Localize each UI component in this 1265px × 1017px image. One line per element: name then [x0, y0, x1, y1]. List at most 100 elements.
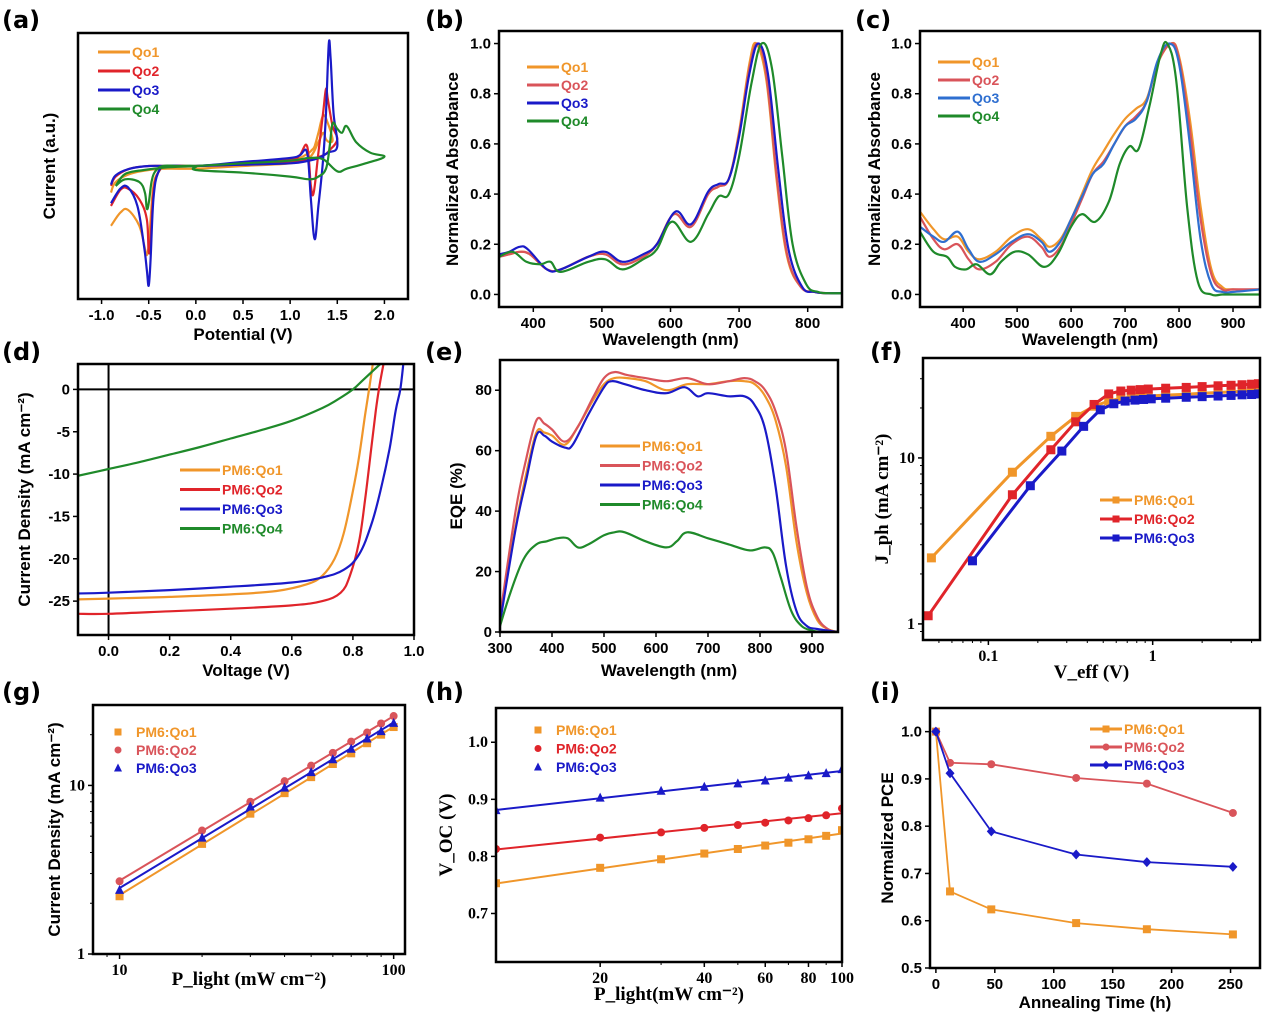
legend-label: PM6:Qo3	[1134, 530, 1195, 546]
data-point	[822, 811, 831, 820]
plot-frame	[76, 362, 416, 637]
y-tick-label: 0.0	[470, 286, 491, 303]
data-point	[1007, 467, 1017, 477]
data-point	[245, 801, 255, 811]
y-tick-label: 60	[475, 443, 492, 460]
data-point	[923, 611, 933, 621]
y-tick-label: 0.0	[891, 286, 912, 303]
panel-g: 10 100 1 10 P_light (mW cm⁻²) Current Density…	[45, 703, 407, 990]
panel-d: 0.0 0.2 0.4 0.6 0.8 1.0 0 -5 -10 -15 -20 -25 Voltage…	[15, 362, 424, 680]
data-point	[1130, 395, 1140, 405]
series-qo4	[114, 121, 386, 211]
data-point	[945, 768, 955, 779]
panel-a: -1.0 -0.5 0.0 0.5 1.0 1.5 2.0 Potential (V) Curr…	[40, 31, 410, 344]
data-point	[347, 737, 356, 746]
data-point	[1247, 379, 1257, 389]
data-point	[1135, 385, 1145, 395]
x-tick-label: 200	[1159, 976, 1184, 993]
legend-swatch-marker	[114, 728, 122, 736]
fit-line	[119, 721, 395, 889]
series-line	[500, 379, 838, 632]
data-point	[1181, 392, 1191, 402]
legend-swatch-marker	[1112, 515, 1120, 523]
x-tick-label: 1.0	[280, 307, 301, 324]
data-point	[246, 809, 255, 818]
series-line	[920, 42, 1260, 294]
legend-label: PM6:Qo2	[556, 741, 617, 757]
x-axis-title: Wavelength (nm)	[601, 661, 737, 680]
legend-item: PM6:Qo4	[600, 497, 703, 513]
legend: PM6:Qo1 PM6:Qo2 PM6:Qo3	[534, 722, 617, 775]
x-tick-label: -0.5	[136, 307, 162, 324]
legend-label: PM6:Qo2	[222, 482, 283, 498]
series-pm6-qo3	[500, 379, 838, 632]
data-point	[1197, 392, 1207, 402]
y-tick-label: 0.6	[901, 913, 922, 930]
fit-line	[496, 832, 842, 885]
data-point	[328, 754, 338, 764]
panel-c: 400 500 600 700 800 900 0.0 0.2 0.4 0.6 0.8 1.0 Wave…	[865, 29, 1262, 349]
plot-area	[923, 379, 1260, 621]
legend-item: PM6:Qo2	[180, 482, 283, 498]
data-point	[804, 835, 813, 844]
data-point	[967, 556, 977, 566]
data-point	[657, 855, 666, 864]
legend-label: PM6:Qo3	[642, 477, 703, 493]
data-point	[347, 749, 356, 758]
data-point	[1197, 382, 1207, 392]
series-pm6-qo3	[78, 364, 405, 595]
legend-label: PM6:Qo1	[556, 722, 617, 738]
legend-label: PM6:Qo3	[222, 501, 283, 517]
legend-item: PM6:Qo1	[1100, 492, 1195, 508]
x-tick-label: 0.6	[281, 643, 302, 660]
data-point	[803, 770, 813, 780]
x-tick-label: 100	[1041, 976, 1066, 993]
plot-area	[78, 364, 405, 616]
data-point	[1046, 445, 1056, 455]
legend-label: Qo1	[972, 54, 999, 70]
legend-item: PM6:Qo1	[600, 438, 703, 454]
panel-i: 0 50 100 150 200 250 0.5 0.6 0.7 0.8 0.9 1.0 Anneali…	[878, 706, 1262, 1012]
data-point	[1072, 919, 1081, 928]
series-line	[920, 40, 1260, 297]
legend-label: PM6:Qo3	[1124, 757, 1185, 773]
y-tick-label: -20	[48, 551, 70, 568]
panel-b: 400 500 600 700 800 0.0 0.2 0.4 0.6 0.8 1.0 Wavelen…	[443, 29, 844, 349]
x-tick-label: 800	[1167, 315, 1192, 332]
data-point	[115, 884, 125, 894]
data-point	[1213, 381, 1223, 391]
series-pm6-qo3	[496, 764, 842, 815]
legend-item: Qo1	[527, 59, 588, 75]
fit-line	[496, 770, 842, 811]
y-tick-label: 0.6	[470, 136, 491, 153]
legend-item: Qo2	[527, 77, 588, 93]
plot-area	[115, 712, 399, 901]
series-line	[935, 731, 1233, 868]
y-tick-label: 1.0	[891, 36, 912, 53]
legend-label: Qo1	[132, 44, 159, 60]
plot-frame	[494, 706, 844, 964]
series-line	[78, 364, 382, 477]
legend-label: PM6:Qo2	[136, 742, 197, 758]
data-point	[280, 777, 289, 786]
y-tick-label: 0.9	[901, 771, 922, 788]
x-tick-label: 0.8	[342, 643, 363, 660]
legend-label: Qo3	[561, 95, 588, 111]
data-point	[1142, 857, 1152, 868]
legend-label: PM6:Qo2	[1134, 511, 1195, 527]
panel-label-f: (f)	[870, 338, 902, 366]
series-line	[500, 376, 838, 632]
data-point	[986, 826, 996, 837]
series-line	[78, 364, 405, 595]
x-tick-label: 500	[591, 640, 616, 657]
data-point	[700, 849, 709, 858]
legend: Qo1 Qo2 Qo3 Qo4	[938, 54, 999, 124]
x-tick-label: 400	[951, 315, 976, 332]
panel-label-h: (h)	[425, 678, 464, 706]
data-point	[346, 743, 356, 753]
data-point	[307, 761, 316, 770]
data-point	[363, 739, 372, 748]
data-point	[198, 839, 207, 848]
data-point	[389, 723, 398, 732]
data-point	[784, 816, 793, 825]
